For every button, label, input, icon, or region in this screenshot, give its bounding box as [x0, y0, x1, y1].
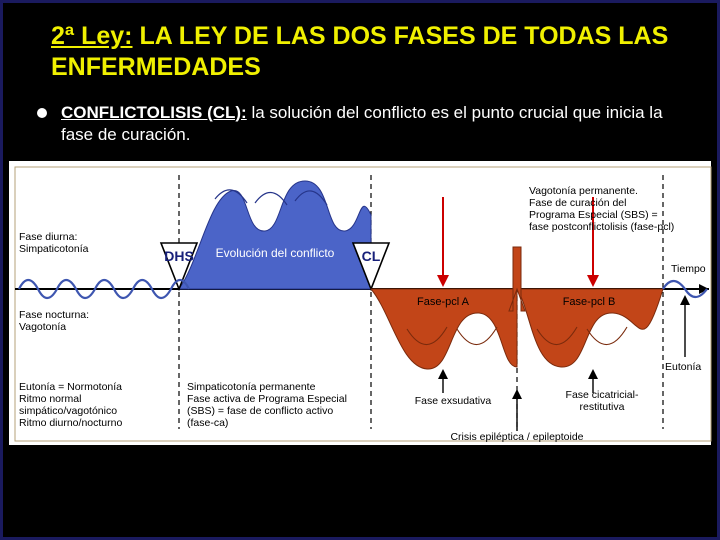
phase2a-label: Fase-pcl A [417, 296, 470, 308]
phase1-center-label: Evolución del conflicto [216, 246, 335, 260]
cl-text: CL [362, 248, 381, 264]
phase1-fill [179, 181, 371, 289]
label-eutonia-right: Eutonía [665, 361, 701, 373]
dhs-text: DHS [164, 248, 194, 264]
title-prefix: 2ª Ley: [51, 22, 133, 50]
bullet-marker [37, 108, 47, 118]
page-title: 2ª Ley: LA LEY DE LAS DOS FASES DE TODAS… [3, 3, 717, 94]
label-crisis: Crisis epiléptica / epileptoide [409, 431, 625, 443]
label-exsudativa: Fase exsudativa [413, 395, 493, 407]
label-simpaticotonia: Simpaticotonía permanente Fase activa de… [187, 381, 365, 429]
bullet-item: CONFLICTOLISIS (CL): la solución del con… [3, 94, 717, 160]
label-eutonia-block: Eutonía = Normotonía Ritmo normal simpát… [19, 381, 177, 429]
disease-phases-diagram: Evolución del conflicto DHS CL Fase-pcl … [8, 160, 712, 446]
label-fase-diurna: Fase diurna: Simpaticotonía [19, 231, 129, 255]
phase2b-label: Fase-pcl B [563, 296, 616, 308]
label-cicatricial: Fase cicatricial- restitutiva [557, 389, 647, 413]
bullet-text: CONFLICTOLISIS (CL): la solución del con… [61, 102, 683, 146]
bullet-bold: CONFLICTOLISIS (CL): [61, 103, 247, 122]
label-vagotonia: Vagotonía permanente. Fase de curación d… [529, 185, 705, 233]
label-fase-nocturna: Fase nocturna: Vagotonía [19, 309, 129, 333]
label-tiempo: Tiempo [671, 263, 706, 275]
title-rest: LA LEY DE LAS DOS FASES DE TODAS LAS ENF… [51, 22, 668, 81]
